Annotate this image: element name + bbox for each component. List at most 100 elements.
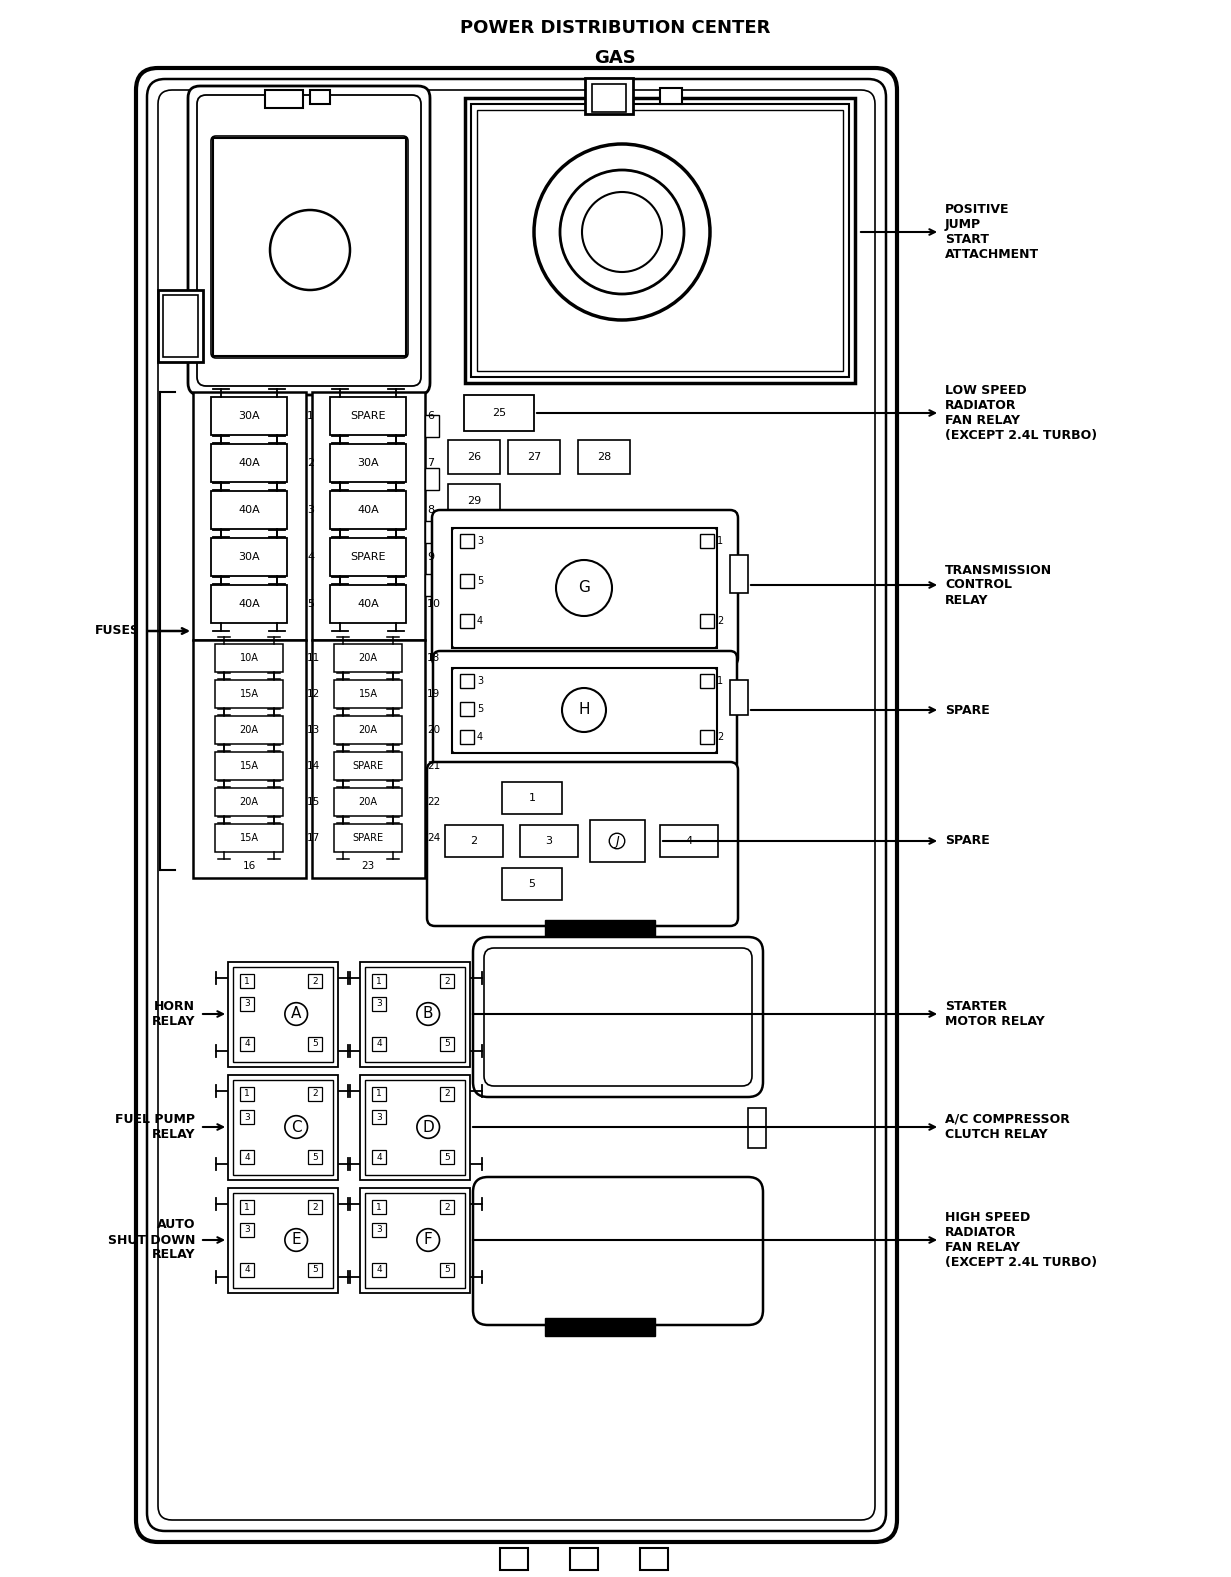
Text: HIGH SPEED
RADIATOR
FAN RELAY
(EXCEPT 2.4L TURBO): HIGH SPEED RADIATOR FAN RELAY (EXCEPT 2.… <box>945 1211 1097 1269</box>
Circle shape <box>556 560 612 617</box>
Text: 2: 2 <box>444 1090 449 1099</box>
Text: 5: 5 <box>444 1153 449 1162</box>
Text: 2: 2 <box>716 732 724 743</box>
Bar <box>372 1224 387 1236</box>
Text: SPARE: SPARE <box>945 703 990 716</box>
Text: SPARE: SPARE <box>352 833 384 844</box>
Text: 1: 1 <box>528 793 535 803</box>
Text: 18: 18 <box>427 653 441 662</box>
Text: 4: 4 <box>244 1153 250 1162</box>
Bar <box>240 1150 254 1164</box>
Text: D: D <box>422 1120 435 1134</box>
Bar <box>700 730 714 744</box>
Bar <box>448 440 500 475</box>
Text: 20A: 20A <box>358 725 378 735</box>
Text: 2: 2 <box>307 457 314 468</box>
Bar <box>193 393 307 640</box>
Text: 1: 1 <box>377 1090 382 1099</box>
Text: F: F <box>423 1233 432 1247</box>
Text: 3: 3 <box>545 836 553 845</box>
Bar <box>439 1263 454 1277</box>
Bar <box>585 77 633 114</box>
Bar <box>372 1200 387 1214</box>
Bar <box>330 397 406 435</box>
Text: 20A: 20A <box>358 653 378 662</box>
Circle shape <box>563 688 606 732</box>
Bar <box>334 825 403 852</box>
Bar <box>460 730 474 744</box>
Text: 12: 12 <box>307 689 320 699</box>
Bar <box>660 825 718 856</box>
Text: 14: 14 <box>307 762 320 771</box>
Text: 21: 21 <box>427 762 441 771</box>
Bar <box>211 490 287 528</box>
Bar <box>228 1076 339 1180</box>
Bar <box>425 468 439 490</box>
Bar <box>334 752 403 781</box>
Bar <box>460 535 474 547</box>
Text: 15A: 15A <box>240 689 259 699</box>
Text: G: G <box>579 580 590 596</box>
Text: 20A: 20A <box>240 725 259 735</box>
Bar <box>425 574 439 596</box>
Text: 3: 3 <box>244 1225 250 1235</box>
Bar <box>366 1192 465 1288</box>
Bar <box>730 680 748 714</box>
Text: 15A: 15A <box>358 689 378 699</box>
Bar <box>233 1080 334 1175</box>
FancyBboxPatch shape <box>473 1176 763 1325</box>
Text: 9: 9 <box>427 552 435 561</box>
Bar <box>444 825 503 856</box>
Text: 30A: 30A <box>238 552 260 561</box>
Bar <box>215 825 283 852</box>
Text: HORN
RELAY: HORN RELAY <box>151 1000 194 1028</box>
Bar <box>439 1200 454 1214</box>
Bar <box>213 139 406 356</box>
Text: 20A: 20A <box>240 796 259 807</box>
Text: 15: 15 <box>307 796 320 807</box>
Bar <box>471 104 849 377</box>
Bar <box>308 1087 323 1101</box>
Circle shape <box>270 210 350 290</box>
Text: 5: 5 <box>313 1039 318 1049</box>
Text: 2: 2 <box>313 1203 318 1211</box>
Text: 5: 5 <box>476 576 484 587</box>
Text: 24: 24 <box>427 833 441 844</box>
Text: 4: 4 <box>244 1265 250 1274</box>
Text: SPARE: SPARE <box>351 412 385 421</box>
Bar <box>502 867 563 900</box>
Bar <box>240 1224 254 1236</box>
Bar <box>640 1549 668 1571</box>
Bar <box>311 640 425 878</box>
Text: 1: 1 <box>244 1203 250 1211</box>
Text: 3: 3 <box>377 1112 382 1121</box>
Bar <box>211 538 287 576</box>
Text: 30A: 30A <box>357 457 379 468</box>
Circle shape <box>560 170 684 293</box>
Bar <box>265 90 303 107</box>
Bar <box>308 1150 323 1164</box>
Bar <box>308 1263 323 1277</box>
Bar <box>372 1087 387 1101</box>
Bar <box>465 98 856 383</box>
Bar <box>334 643 403 672</box>
Text: 4: 4 <box>377 1265 382 1274</box>
Bar <box>500 1549 528 1571</box>
Bar <box>439 1150 454 1164</box>
Bar <box>308 1038 323 1050</box>
Bar <box>308 975 323 989</box>
Text: 4: 4 <box>377 1153 382 1162</box>
FancyBboxPatch shape <box>473 937 763 1098</box>
Bar <box>240 975 254 989</box>
Text: SPARE: SPARE <box>352 762 384 771</box>
Bar <box>215 680 283 708</box>
Text: STARTER
MOTOR RELAY: STARTER MOTOR RELAY <box>945 1000 1045 1028</box>
Bar <box>359 962 470 1068</box>
Text: LOW SPEED
RADIATOR
FAN RELAY
(EXCEPT 2.4L TURBO): LOW SPEED RADIATOR FAN RELAY (EXCEPT 2.4… <box>945 385 1097 442</box>
Text: C: C <box>291 1120 302 1134</box>
Text: 1: 1 <box>244 976 250 986</box>
Text: 4: 4 <box>244 1039 250 1049</box>
Bar <box>748 1109 766 1148</box>
Bar <box>700 535 714 547</box>
Text: 40A: 40A <box>238 599 260 609</box>
